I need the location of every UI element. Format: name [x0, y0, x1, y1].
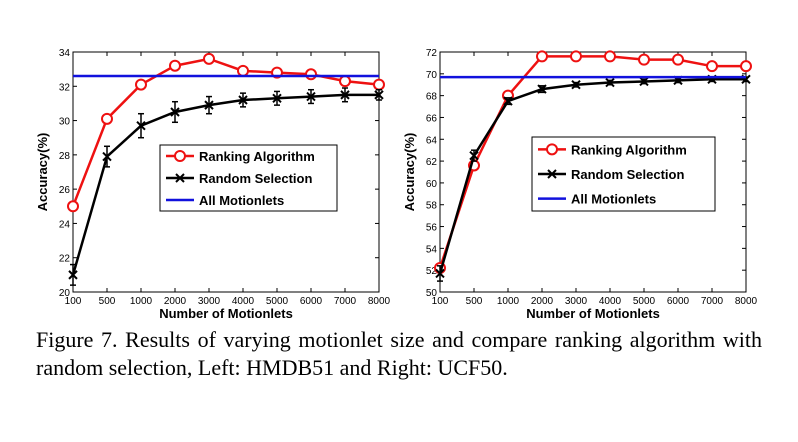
x-tick-label: 5000 — [633, 296, 656, 307]
random-selection-point — [170, 107, 180, 117]
legend-label-all-motionlets: All Motionlets — [571, 192, 656, 207]
random-selection-point — [435, 268, 445, 279]
x-tick-label: 100 — [432, 296, 449, 307]
y-axis-label: Accuracy(%) — [35, 133, 50, 212]
ranking-algorithm-point — [169, 59, 181, 72]
x-tick-label: 5000 — [266, 296, 289, 307]
random-selection-point — [469, 150, 479, 161]
y-tick-label: 60 — [426, 179, 438, 190]
ranking-algorithm-point — [373, 78, 385, 91]
y-tick-label: 34 — [59, 48, 71, 59]
ranking-algorithm-point — [638, 53, 650, 66]
legend-label-random-selection: Random Selection — [199, 171, 312, 186]
random-selection-point — [605, 77, 615, 88]
y-tick-label: 24 — [59, 219, 71, 230]
legend-label-ranking-algorithm: Ranking Algorithm — [571, 142, 687, 157]
y-tick-label: 64 — [426, 135, 438, 146]
y-tick-label: 32 — [59, 82, 71, 93]
y-tick-label: 70 — [426, 70, 438, 81]
random-selection-point — [639, 76, 649, 87]
x-axis-label: Number of Motionlets — [159, 306, 293, 321]
random-selection-point — [272, 93, 282, 103]
y-tick-label: 58 — [426, 201, 438, 212]
chart-hmdb51: 100 500 1000 2000 3000 4000 5000 6000 7000 8000 20… — [35, 48, 391, 321]
ranking-algorithm-line — [71, 57, 380, 207]
ranking-algorithm-point — [305, 68, 317, 81]
x-tick-label: 6000 — [300, 296, 323, 307]
legend-label-ranking-algorithm: Ranking Algorithm — [199, 149, 315, 164]
x-tick-label: 3000 — [565, 296, 588, 307]
random-selection-point — [238, 95, 248, 105]
y-tick-label: 28 — [59, 151, 71, 162]
ranking-algorithm-point — [604, 50, 616, 63]
legend-label-random-selection: Random Selection — [571, 167, 684, 182]
y-tick-label: 30 — [59, 117, 71, 128]
x-tick-label: 4000 — [599, 296, 622, 307]
ranking-algorithm-point — [740, 60, 752, 73]
random-selection-point — [537, 84, 547, 94]
legend-marker-random-selection — [175, 173, 185, 183]
random-selection-point — [571, 80, 581, 90]
y-axis-label: Accuracy(%) — [402, 133, 417, 212]
ranking-algorithm-point — [570, 50, 582, 63]
y-tick-label: 54 — [426, 244, 438, 255]
legend-marker-random-selection — [547, 169, 557, 179]
random-selection-point — [340, 90, 350, 100]
x-tick-label: 4000 — [232, 296, 255, 307]
x-tick-label: 500 — [466, 296, 483, 307]
y-tick-label: 52 — [426, 266, 438, 277]
legend-label-all-motionlets: All Motionlets — [199, 193, 284, 208]
x-tick-label: 8000 — [735, 296, 758, 307]
ranking-algorithm-point — [672, 53, 684, 66]
y-tick-label: 72 — [426, 48, 438, 59]
ranking-algorithm-point — [237, 64, 249, 77]
x-tick-label: 1000 — [130, 296, 153, 307]
ranking-algorithm-point — [339, 75, 351, 88]
ranking-algorithm-point — [67, 200, 79, 213]
random-selection-point — [204, 100, 214, 110]
x-tick-label: 100 — [65, 296, 82, 307]
ranking-algorithm-point — [706, 60, 718, 73]
y-tick-label: 62 — [426, 157, 438, 168]
x-tick-label: 8000 — [368, 296, 391, 307]
y-tick-label: 66 — [426, 113, 438, 124]
ranking-algorithm-point — [101, 112, 113, 125]
x-tick-label: 2000 — [164, 296, 187, 307]
y-tick-label: 26 — [59, 185, 71, 196]
random-selection-point — [68, 270, 78, 280]
plot-frame — [439, 51, 747, 293]
x-tick-label: 7000 — [701, 296, 724, 307]
y-tick-label: 56 — [426, 223, 438, 234]
ranking-algorithm-point — [203, 52, 215, 65]
x-tick-label: 7000 — [334, 296, 357, 307]
x-tick-label: 3000 — [198, 296, 221, 307]
y-tick-label: 22 — [59, 254, 71, 265]
legend-marker-ranking-algorithm — [546, 143, 558, 156]
random-selection-point — [102, 151, 112, 162]
chart-ucf50: 100 500 1000 2000 3000 4000 5000 6000 7000 8000 50… — [402, 48, 758, 321]
y-tick-label: 68 — [426, 92, 438, 103]
x-tick-label: 2000 — [531, 296, 554, 307]
plot-frame — [72, 51, 380, 293]
random-selection-point — [503, 96, 513, 106]
x-tick-label: 500 — [99, 296, 116, 307]
x-tick-label: 6000 — [667, 296, 690, 307]
legend-marker-ranking-algorithm — [174, 150, 186, 162]
x-axis-label: Number of Motionlets — [526, 306, 660, 321]
random-selection-line — [438, 78, 746, 274]
random-selection-point — [136, 121, 146, 131]
y-tick-label: 20 — [59, 288, 71, 299]
random-selection-point — [374, 90, 384, 100]
ranking-algorithm-point — [135, 78, 147, 91]
ranking-algorithm-point — [536, 50, 548, 63]
charts-figure: 100 500 1000 2000 3000 4000 5000 6000 7000 8000 20… — [35, 48, 758, 321]
x-tick-label: 1000 — [497, 296, 520, 307]
random-selection-line — [71, 93, 379, 276]
y-tick-label: 50 — [426, 288, 438, 299]
random-selection-point — [306, 91, 316, 102]
figure-caption: Figure 7. Results of varying motionlet s… — [36, 327, 762, 380]
